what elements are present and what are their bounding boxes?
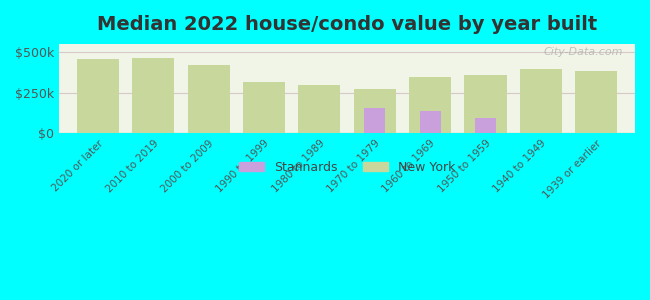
Bar — [354, 88, 396, 133]
Bar — [409, 77, 451, 133]
Bar — [520, 69, 562, 133]
Bar — [188, 65, 229, 133]
Legend: Stannards, New York: Stannards, New York — [234, 156, 460, 179]
Bar — [575, 71, 618, 133]
Bar — [298, 85, 341, 133]
Bar — [364, 108, 385, 133]
Text: City-Data.com: City-Data.com — [544, 46, 623, 57]
Bar — [475, 118, 496, 133]
Bar — [132, 58, 174, 133]
Bar — [465, 75, 506, 133]
Title: Median 2022 house/condo value by year built: Median 2022 house/condo value by year bu… — [97, 15, 597, 34]
Bar — [420, 110, 441, 133]
Bar — [77, 58, 119, 133]
Bar — [243, 82, 285, 133]
